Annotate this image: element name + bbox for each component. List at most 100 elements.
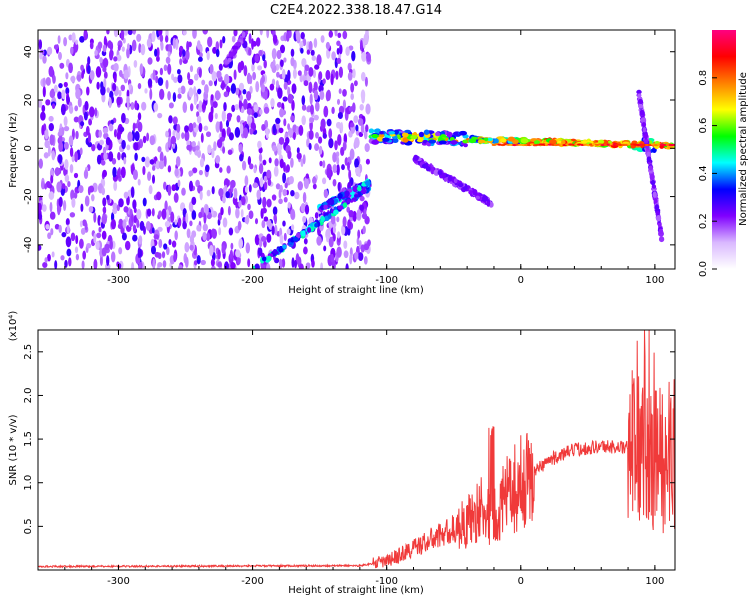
noise-cell [260, 235, 267, 242]
noise-cell [109, 239, 113, 250]
noise-cell [208, 80, 213, 87]
noise-cell [188, 170, 194, 176]
noise-cell [222, 217, 228, 228]
noise-cell [290, 115, 295, 122]
carrier-cell [463, 143, 468, 148]
noise-cell [218, 227, 222, 236]
noise-cell [303, 80, 309, 87]
noise-cell [279, 59, 284, 68]
noise-cell [337, 111, 343, 120]
noise-cell [221, 110, 226, 122]
noise-cell [208, 111, 214, 123]
noise-cell [58, 134, 63, 144]
drift-cell [658, 228, 664, 235]
drift-cell [227, 57, 232, 63]
noise-cell [308, 40, 313, 52]
noise-cell [254, 54, 260, 62]
noise-cell [290, 157, 294, 168]
noise-cell [189, 244, 194, 251]
noise-cell [173, 192, 179, 203]
noise-cell [198, 169, 203, 176]
noise-cell [38, 213, 43, 220]
noise-cell [134, 100, 138, 110]
noise-cell [94, 49, 98, 56]
chart-title: C2E4.2022.338.18.47.G14 [270, 3, 442, 18]
drift-cell [482, 195, 488, 202]
noise-cell [316, 54, 322, 66]
noise-cell [198, 68, 202, 78]
noise-cell [342, 99, 347, 110]
noise-cell [259, 30, 263, 36]
noise-cell [239, 94, 243, 101]
noise-cell [68, 34, 73, 41]
noise-cell [330, 73, 334, 86]
noise-cell [87, 56, 91, 66]
noise-cell [207, 144, 212, 154]
noise-cell [350, 82, 355, 93]
noise-cell [204, 204, 209, 216]
noise-cell [253, 167, 257, 174]
noise-cell [363, 208, 367, 216]
y-tick-label: 1.0 [23, 475, 34, 491]
noise-cell [255, 37, 261, 47]
noise-cell [309, 93, 313, 105]
noise-cell [64, 158, 69, 170]
noise-cell [296, 152, 302, 160]
noise-cell [308, 129, 314, 140]
noise-cell [151, 227, 155, 234]
noise-cell [181, 187, 186, 196]
noise-cell [283, 81, 288, 90]
noise-cell [290, 56, 295, 67]
noise-cell [45, 99, 51, 106]
noise-cell [98, 226, 102, 233]
noise-cell [49, 211, 56, 220]
noise-cell [167, 136, 171, 148]
carrier-cell [368, 128, 375, 134]
noise-cell [117, 44, 121, 51]
noise-cell [249, 74, 253, 85]
noise-cell [313, 89, 319, 101]
noise-cell [337, 134, 342, 146]
noise-cell [189, 220, 193, 227]
noise-cell [314, 212, 319, 219]
noise-cell [211, 147, 215, 159]
noise-cell [328, 30, 334, 38]
noise-cell [160, 41, 164, 51]
noise-cell [69, 163, 74, 174]
noise-cell [312, 183, 317, 190]
noise-cell [161, 208, 167, 220]
noise-cell [164, 220, 171, 228]
noise-cell [301, 104, 307, 111]
noise-cell [326, 167, 331, 179]
noise-cell [113, 181, 118, 191]
noise-cell [198, 122, 203, 133]
noise-cell [89, 70, 95, 81]
x-tick-label: -100 [375, 576, 398, 587]
noise-cell [59, 62, 65, 69]
noise-cell [262, 54, 266, 62]
noise-cell [118, 89, 122, 97]
noise-cell [136, 208, 142, 220]
noise-cell [291, 257, 295, 268]
noise-cell [331, 51, 336, 61]
noise-cell [120, 166, 126, 179]
noise-cell [210, 94, 214, 101]
noise-cell [348, 210, 354, 218]
drift-cell [228, 53, 232, 58]
noise-cell [80, 203, 84, 212]
noise-cell [290, 48, 295, 57]
noise-cell [131, 262, 135, 269]
noise-cell [177, 179, 181, 188]
carrier-core [671, 143, 675, 147]
noise-cell [45, 223, 50, 230]
noise-cell [239, 123, 244, 135]
noise-cell [102, 206, 107, 214]
y-tick-label: -20 [23, 188, 34, 204]
carrier-cell [410, 135, 418, 140]
noise-cell [157, 262, 163, 268]
y-tick-label: 20 [23, 94, 34, 107]
carrier-cell [423, 129, 430, 135]
noise-cell [103, 71, 108, 79]
noise-cell [323, 245, 327, 252]
noise-cell [363, 32, 369, 45]
